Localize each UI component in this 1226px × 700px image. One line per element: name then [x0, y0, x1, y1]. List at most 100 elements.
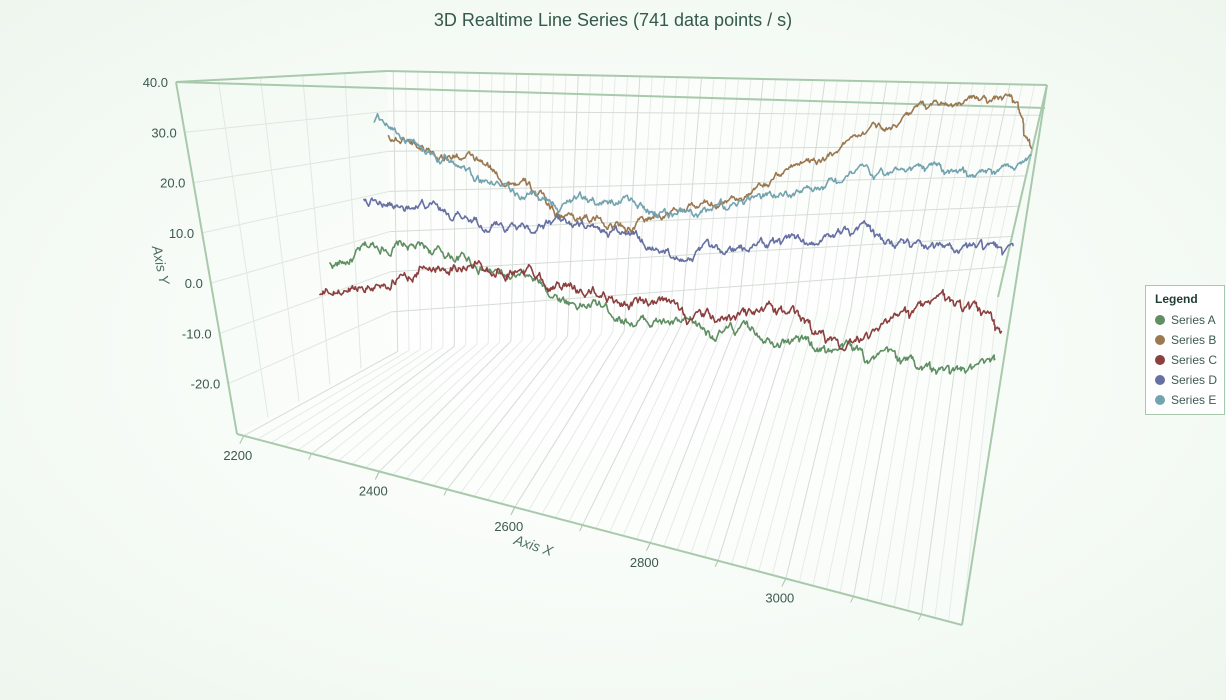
x-axis-title: Axis X [511, 531, 555, 559]
grid-line [744, 313, 818, 569]
legend-title: Legend [1155, 292, 1198, 306]
legend-item[interactable]: Series B [1155, 330, 1224, 350]
grid-line [770, 79, 801, 318]
frame-edge [997, 84, 1048, 298]
grid-line [453, 72, 456, 347]
grid-line [460, 334, 580, 494]
legend-item-label: Series C [1171, 353, 1218, 367]
y-tick-label: 10.0 [169, 226, 194, 241]
grid-line [219, 271, 391, 334]
grid-line [929, 83, 974, 304]
grid-line [405, 71, 410, 351]
grid-line [284, 347, 432, 447]
frame-edge [175, 70, 388, 83]
grid-line [419, 337, 546, 483]
grid-line [392, 339, 523, 476]
grid-line [595, 324, 693, 529]
grid-line [961, 296, 999, 626]
grid-line [270, 349, 421, 444]
grid-line [184, 110, 388, 133]
legend-item[interactable]: Series C [1155, 350, 1224, 370]
grid-line [771, 311, 840, 576]
grid-line [825, 307, 886, 590]
x-tick [240, 435, 245, 443]
grid-line [387, 110, 1041, 116]
series-line[interactable] [373, 113, 1032, 219]
x-tick-label: 2400 [359, 483, 388, 498]
grid-line [952, 83, 999, 302]
grid-line [500, 331, 614, 504]
series-line[interactable] [387, 93, 1033, 233]
grid-line [827, 81, 863, 313]
grid-line [514, 330, 625, 508]
grid-line [893, 302, 942, 608]
grid-line [568, 326, 670, 522]
grid-line [392, 71, 399, 352]
legend-item[interactable]: Series E [1155, 390, 1224, 410]
grid-line [499, 73, 505, 343]
grid-line [541, 328, 648, 515]
legend-marker-icon [1155, 335, 1165, 345]
grid-line [690, 317, 772, 554]
grid-line [798, 309, 863, 583]
grid-line [758, 312, 829, 572]
x-tick [850, 596, 855, 603]
grid-line [895, 82, 937, 307]
grid-line [839, 306, 897, 593]
grid-line [406, 338, 534, 479]
grid-line [623, 76, 641, 331]
y-tick-label: 20.0 [160, 176, 185, 191]
grid-line [601, 75, 616, 334]
grid-line [476, 72, 481, 345]
grid-line [920, 300, 965, 615]
x-tick [917, 614, 922, 621]
x-tick [511, 506, 516, 514]
series-line[interactable] [362, 197, 1014, 263]
x-tick [579, 524, 584, 532]
grid-line [850, 81, 888, 311]
grid-line [228, 311, 392, 385]
y-tick-label: 30.0 [151, 125, 176, 140]
legend-marker-icon [1155, 395, 1165, 405]
legend-item[interactable]: Series A [1155, 310, 1224, 330]
grid-line [717, 315, 795, 561]
series-line[interactable] [318, 260, 1003, 352]
grid-line [676, 318, 761, 551]
grid-line [947, 297, 988, 622]
grid-line [906, 82, 949, 306]
grid-line [974, 84, 1023, 300]
y-axis-title: Axis Y [149, 243, 173, 287]
legend-item[interactable]: Series D [1155, 370, 1224, 390]
grid-line [759, 79, 789, 319]
grid-line [487, 332, 602, 501]
grid-line [465, 72, 468, 346]
y-tick-label: -10.0 [182, 326, 212, 341]
grid-line [657, 77, 678, 328]
grid-line [934, 298, 976, 618]
grid-line [324, 344, 466, 458]
grid-line [510, 73, 518, 342]
grid-line [785, 310, 852, 579]
legend-item-label: Series B [1171, 333, 1217, 347]
series-line[interactable] [329, 239, 996, 375]
grid-line [257, 350, 410, 440]
grid-line [691, 77, 715, 325]
x-tick-label: 3000 [765, 591, 794, 606]
grid-line [210, 231, 390, 284]
back-wall [387, 71, 1047, 352]
grid-line [351, 342, 489, 465]
grid-line [880, 303, 931, 604]
legend-item-label: Series A [1171, 313, 1216, 327]
grid-line [816, 80, 851, 314]
grid-line [417, 71, 421, 350]
grid-line [680, 77, 703, 326]
grid-line [636, 321, 727, 540]
x-tick-label: 2800 [630, 555, 659, 570]
grid-line [702, 78, 727, 324]
grid-line [446, 335, 568, 490]
x-tick [308, 453, 312, 460]
y-tick-label: 0.0 [185, 276, 203, 291]
grid-line [338, 343, 478, 462]
grid-line [193, 150, 389, 184]
